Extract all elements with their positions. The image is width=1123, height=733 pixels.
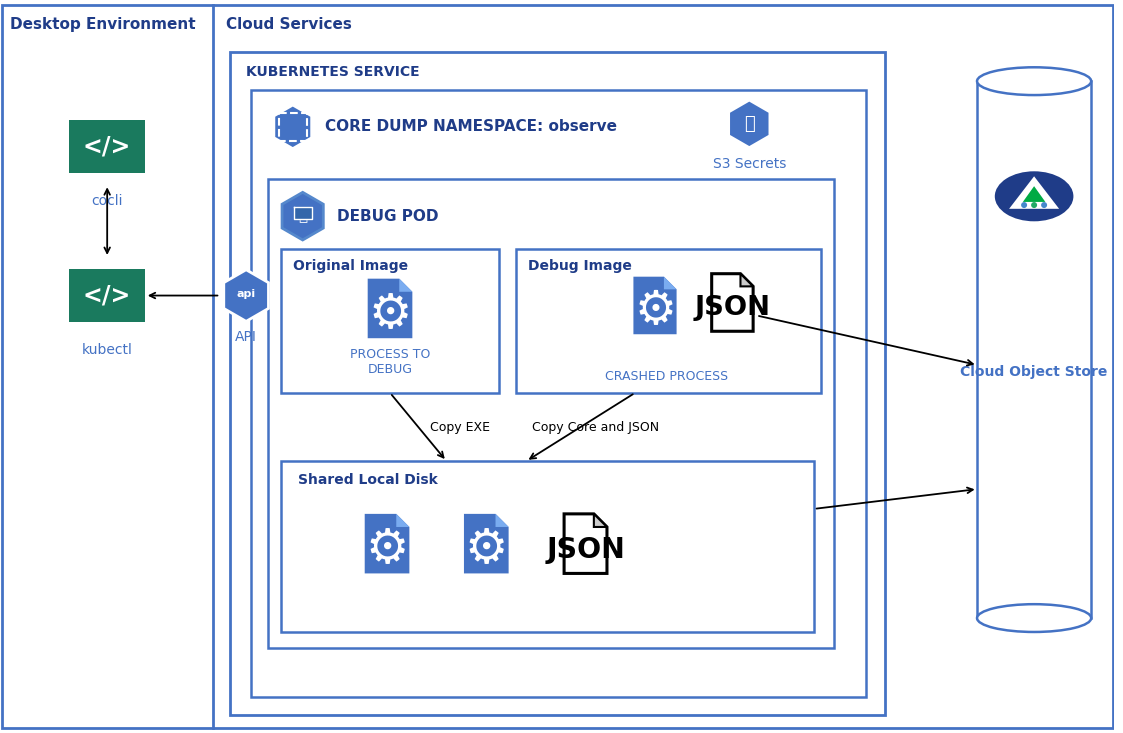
Circle shape xyxy=(1021,202,1028,208)
Text: Cloud Object Store: Cloud Object Store xyxy=(960,365,1107,379)
Text: Copy EXE: Copy EXE xyxy=(430,421,491,435)
Polygon shape xyxy=(712,273,754,331)
Bar xyxy=(279,113,307,141)
Text: PROCESS TO
DEBUG: PROCESS TO DEBUG xyxy=(350,348,430,376)
Text: KUBERNETES SERVICE: KUBERNETES SERVICE xyxy=(246,65,420,79)
Polygon shape xyxy=(274,105,312,149)
Text: ⚙: ⚙ xyxy=(368,291,412,338)
Bar xyxy=(281,249,500,393)
Polygon shape xyxy=(223,270,268,321)
Text: Copy Core and JSON: Copy Core and JSON xyxy=(532,421,659,435)
Polygon shape xyxy=(293,207,312,219)
Polygon shape xyxy=(740,273,754,287)
Text: Desktop Environment: Desktop Environment xyxy=(10,17,195,32)
Ellipse shape xyxy=(977,604,1092,632)
Polygon shape xyxy=(729,100,770,147)
Bar xyxy=(252,90,866,698)
Bar xyxy=(230,52,885,715)
Text: ⚙: ⚙ xyxy=(365,526,409,573)
Bar xyxy=(268,180,833,648)
Polygon shape xyxy=(633,276,676,334)
Polygon shape xyxy=(282,192,323,240)
Polygon shape xyxy=(400,279,412,292)
Circle shape xyxy=(1031,202,1038,208)
Text: API: API xyxy=(235,331,257,345)
Text: Debug Image: Debug Image xyxy=(528,259,632,273)
Text: S3 Secrets: S3 Secrets xyxy=(713,157,786,171)
Polygon shape xyxy=(365,514,410,573)
Text: ⚙: ⚙ xyxy=(465,526,508,573)
Text: Original Image: Original Image xyxy=(293,259,408,273)
Polygon shape xyxy=(664,276,676,290)
Polygon shape xyxy=(464,514,509,573)
Polygon shape xyxy=(495,514,509,527)
Bar xyxy=(70,120,145,173)
Bar xyxy=(281,461,814,632)
Polygon shape xyxy=(1023,186,1046,202)
Text: DEBUG POD: DEBUG POD xyxy=(337,209,439,224)
Text: CORE DUMP NAMESPACE: observe: CORE DUMP NAMESPACE: observe xyxy=(325,119,617,134)
Bar xyxy=(517,249,821,393)
Bar xyxy=(976,81,1093,83)
Text: ⚙: ⚙ xyxy=(634,289,676,334)
Text: JSON: JSON xyxy=(546,536,626,564)
Text: cocli: cocli xyxy=(91,194,122,208)
Polygon shape xyxy=(1010,177,1059,209)
Text: CRASHED PROCESS: CRASHED PROCESS xyxy=(605,370,729,383)
Bar xyxy=(977,81,1092,618)
Text: </>: </> xyxy=(83,284,131,308)
Polygon shape xyxy=(594,514,606,527)
Text: Cloud Services: Cloud Services xyxy=(226,17,353,32)
Ellipse shape xyxy=(995,172,1074,221)
Ellipse shape xyxy=(977,67,1092,95)
Text: 🔒: 🔒 xyxy=(743,115,755,133)
Text: </>: </> xyxy=(83,135,131,158)
Text: JSON: JSON xyxy=(694,295,770,321)
Polygon shape xyxy=(396,514,410,527)
Circle shape xyxy=(1041,202,1047,208)
Polygon shape xyxy=(564,514,606,573)
Text: ⬜: ⬜ xyxy=(298,209,308,224)
Text: Shared Local Disk: Shared Local Disk xyxy=(298,474,438,487)
Text: api: api xyxy=(237,289,256,298)
Text: kubectl: kubectl xyxy=(82,343,133,357)
Bar xyxy=(70,269,145,322)
Polygon shape xyxy=(367,279,412,338)
